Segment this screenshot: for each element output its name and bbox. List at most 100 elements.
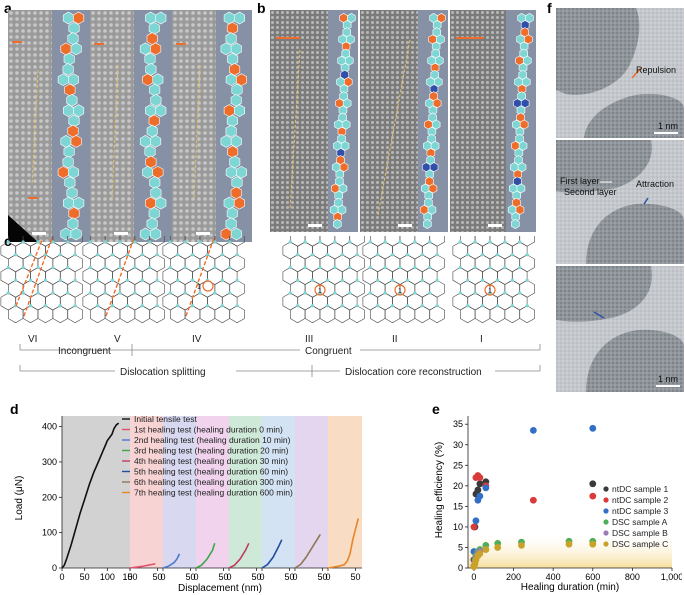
atom (288, 291, 292, 295)
atom (495, 278, 499, 282)
atom (340, 304, 344, 308)
core-marker: 1 (488, 288, 492, 295)
atom (503, 291, 507, 295)
lattice-ring (429, 228, 445, 247)
atom (458, 265, 462, 270)
atom-hexagon (230, 227, 242, 241)
y-tick-label: 400 (42, 422, 57, 432)
test-segment-band (328, 416, 362, 568)
atom (435, 253, 439, 257)
tem-image-a2 (90, 10, 134, 242)
atom (168, 265, 172, 270)
atom (73, 278, 77, 282)
dislocation-core-ring (202, 280, 214, 292)
atom-hexagon (63, 52, 75, 66)
data-point (476, 550, 484, 558)
atom (510, 253, 514, 257)
legend-label: ntDC sample 1 (612, 484, 668, 494)
legend-label: DSC sample A (612, 517, 668, 527)
lattice-ring (362, 267, 378, 285)
legend-label: ntDC sample 2 (612, 495, 668, 505)
data-point (476, 492, 484, 500)
atom (355, 278, 359, 282)
atom (428, 240, 432, 244)
atom-hexagon (139, 42, 151, 56)
x-tick-label: 0 (259, 572, 264, 582)
data-point (589, 540, 597, 548)
lattice-ring (519, 254, 535, 273)
atom (88, 240, 92, 244)
atom (198, 240, 202, 244)
atom (348, 240, 352, 244)
atom (488, 265, 492, 270)
atom (190, 253, 195, 257)
atom (168, 291, 172, 295)
load-curve-1 (129, 563, 156, 569)
atom (228, 265, 232, 270)
dislocation-structure (82, 227, 165, 324)
atom-hexagon (520, 98, 530, 109)
atom (348, 265, 352, 270)
atom (118, 265, 122, 270)
legend-label: 4th healing test (healing duration 30 mi… (134, 456, 288, 466)
y-tick-label: 35 (453, 419, 463, 429)
atom-hexagon (524, 34, 533, 45)
x-tick-label: 0 (59, 572, 64, 582)
atom (88, 291, 92, 295)
atom (420, 278, 424, 282)
atom-hexagon (63, 196, 75, 210)
atom-hexagon (226, 207, 238, 220)
data-point (589, 424, 597, 432)
atom-hexagon (227, 52, 239, 66)
lattice-ring (67, 305, 83, 324)
atom (183, 265, 187, 270)
atom-hexagon (73, 11, 85, 25)
atom (518, 240, 522, 244)
atom-hexagon (145, 63, 157, 76)
structure-label-III: III (305, 334, 314, 345)
lattice-ring (162, 292, 178, 311)
legend-swatch (603, 508, 609, 514)
y-tick-label: 10 (453, 522, 463, 532)
atom-hexagon (516, 183, 526, 194)
atom (133, 291, 137, 295)
lattice-ring (0, 267, 16, 285)
lattice-ring (362, 241, 378, 260)
atom (140, 304, 144, 308)
atom-hexagon (67, 217, 79, 231)
atom-hexagon (431, 119, 441, 130)
category-brackets (19, 344, 541, 377)
atom-hexagon (149, 83, 161, 97)
atom (518, 265, 522, 270)
lattice-ring (519, 305, 535, 324)
tem-image-f1: Repulsion 1 nm (556, 8, 684, 138)
lattice-ring (334, 228, 350, 247)
lattice-ring (162, 241, 178, 260)
dislocation-line (185, 237, 215, 317)
atom-hexagon (148, 114, 160, 128)
lattice-ring (67, 279, 83, 298)
atom (368, 265, 372, 270)
atom (6, 291, 10, 295)
atom (510, 304, 514, 308)
atom-hexagon (437, 13, 446, 23)
atom-hexagon (522, 55, 532, 66)
atom (333, 291, 337, 295)
test-segment-band (262, 416, 295, 568)
atom (398, 265, 402, 270)
atom (296, 304, 300, 308)
atom (405, 278, 409, 282)
atom (368, 291, 372, 295)
atom (125, 253, 129, 257)
atom (176, 304, 180, 308)
y-tick-label: 0 (52, 563, 57, 573)
x-tick-label: 200 (506, 572, 521, 582)
lattice-ring (162, 267, 178, 285)
lattice-ring (429, 305, 445, 324)
tem-image-b3 (450, 10, 506, 232)
x-tick-label: 0 (471, 572, 476, 582)
lattice-ring (429, 279, 445, 298)
atom (510, 278, 514, 282)
lattice-ring (349, 279, 365, 298)
atom (103, 240, 107, 244)
